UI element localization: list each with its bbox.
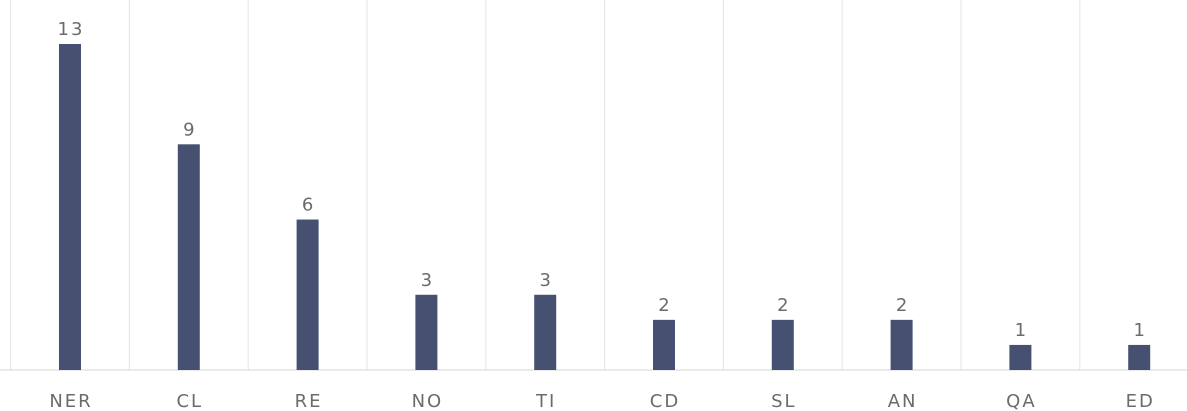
data-label: 9	[183, 119, 196, 140]
bar	[653, 319, 675, 370]
bar	[415, 294, 438, 370]
data-label: 1	[1015, 320, 1028, 341]
x-tick-label: NER	[49, 391, 92, 411]
bar	[534, 294, 557, 370]
x-tick-label: CL	[176, 391, 203, 411]
x-tick-label: RE	[295, 391, 323, 411]
bar	[1128, 344, 1151, 370]
bar	[59, 44, 81, 370]
x-tick-label: QA	[1006, 391, 1036, 411]
x-tick-label: NO	[412, 391, 444, 411]
bar	[771, 319, 794, 370]
data-label: 3	[539, 270, 552, 291]
bar	[296, 219, 319, 370]
x-tick-label: ED	[1126, 391, 1155, 411]
x-tick-label: AN	[888, 391, 918, 411]
x-tick-label: TI	[535, 391, 556, 411]
bar	[177, 144, 200, 370]
data-label: 6	[302, 195, 315, 216]
data-label: 2	[896, 295, 909, 316]
bar	[1009, 344, 1032, 370]
data-label: 1	[1133, 320, 1146, 341]
x-tick-label: SL	[771, 391, 796, 411]
bar	[890, 319, 913, 370]
data-label: 2	[658, 295, 671, 316]
data-label: 2	[777, 295, 790, 316]
data-label: 3	[421, 270, 434, 291]
x-tick-label: CD	[650, 391, 680, 411]
data-label: 13	[58, 19, 85, 40]
